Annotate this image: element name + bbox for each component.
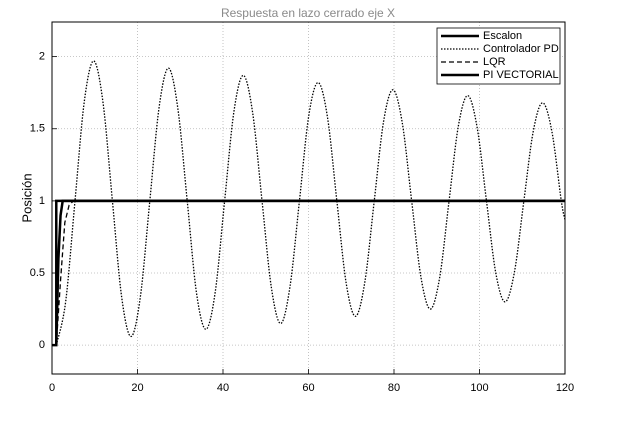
y-tick-label: 1 bbox=[39, 195, 45, 207]
y-tick-label: 0.5 bbox=[30, 267, 45, 279]
y-axis-label: Posición bbox=[19, 173, 34, 222]
legend-label: Escalon bbox=[483, 30, 522, 42]
y-tick-label: 0 bbox=[39, 339, 45, 351]
y-tick-label: 1.5 bbox=[30, 123, 45, 135]
legend-label: LQR bbox=[483, 56, 506, 68]
x-tick-label: 0 bbox=[49, 382, 55, 394]
x-tick-label: 80 bbox=[388, 382, 400, 394]
y-tick-label: 2 bbox=[39, 51, 45, 63]
legend-label: Controlador PD bbox=[483, 43, 559, 55]
plot-frame bbox=[51, 21, 566, 375]
legend-label: PI VECTORIAL bbox=[483, 69, 559, 81]
series-line bbox=[55, 60, 566, 346]
series-line bbox=[55, 199, 565, 346]
chart-title: Respuesta en lazo cerrado eje X bbox=[221, 6, 395, 20]
x-tick-label: 40 bbox=[217, 382, 229, 394]
x-tick-label: 20 bbox=[131, 382, 143, 394]
x-tick-label: 100 bbox=[470, 382, 488, 394]
x-tick-label: 120 bbox=[556, 382, 574, 394]
x-tick-label: 60 bbox=[302, 382, 314, 394]
